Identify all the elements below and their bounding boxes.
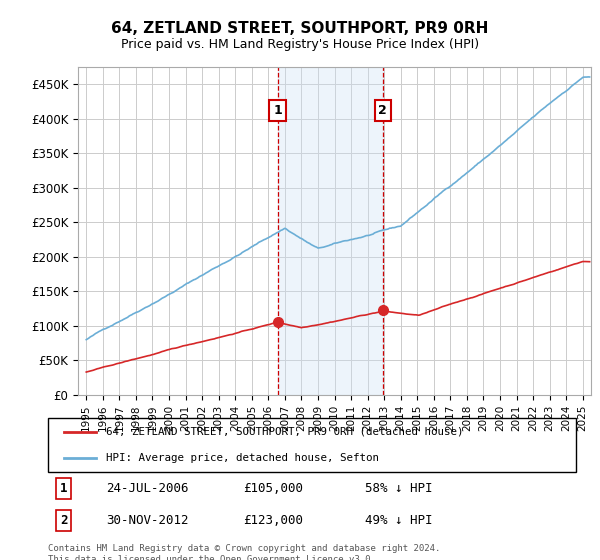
- Text: 30-NOV-2012: 30-NOV-2012: [106, 514, 188, 527]
- Text: Contains HM Land Registry data © Crown copyright and database right 2024.
This d: Contains HM Land Registry data © Crown c…: [48, 544, 440, 560]
- Text: 49% ↓ HPI: 49% ↓ HPI: [365, 514, 432, 527]
- Text: 58% ↓ HPI: 58% ↓ HPI: [365, 482, 432, 495]
- Text: £105,000: £105,000: [244, 482, 304, 495]
- Text: Price paid vs. HM Land Registry's House Price Index (HPI): Price paid vs. HM Land Registry's House …: [121, 38, 479, 51]
- Bar: [278, 67, 383, 395]
- Text: 64, ZETLAND STREET, SOUTHPORT, PR9 0RH (detached house): 64, ZETLAND STREET, SOUTHPORT, PR9 0RH (…: [106, 427, 464, 437]
- Text: 2: 2: [60, 514, 68, 527]
- Text: 2: 2: [379, 104, 387, 117]
- Text: HPI: Average price, detached house, Sefton: HPI: Average price, detached house, Seft…: [106, 453, 379, 463]
- Text: 1: 1: [60, 482, 68, 495]
- Text: 24-JUL-2006: 24-JUL-2006: [106, 482, 188, 495]
- Text: £123,000: £123,000: [244, 514, 304, 527]
- Text: 1: 1: [273, 104, 282, 117]
- Text: 64, ZETLAND STREET, SOUTHPORT, PR9 0RH: 64, ZETLAND STREET, SOUTHPORT, PR9 0RH: [112, 21, 488, 36]
